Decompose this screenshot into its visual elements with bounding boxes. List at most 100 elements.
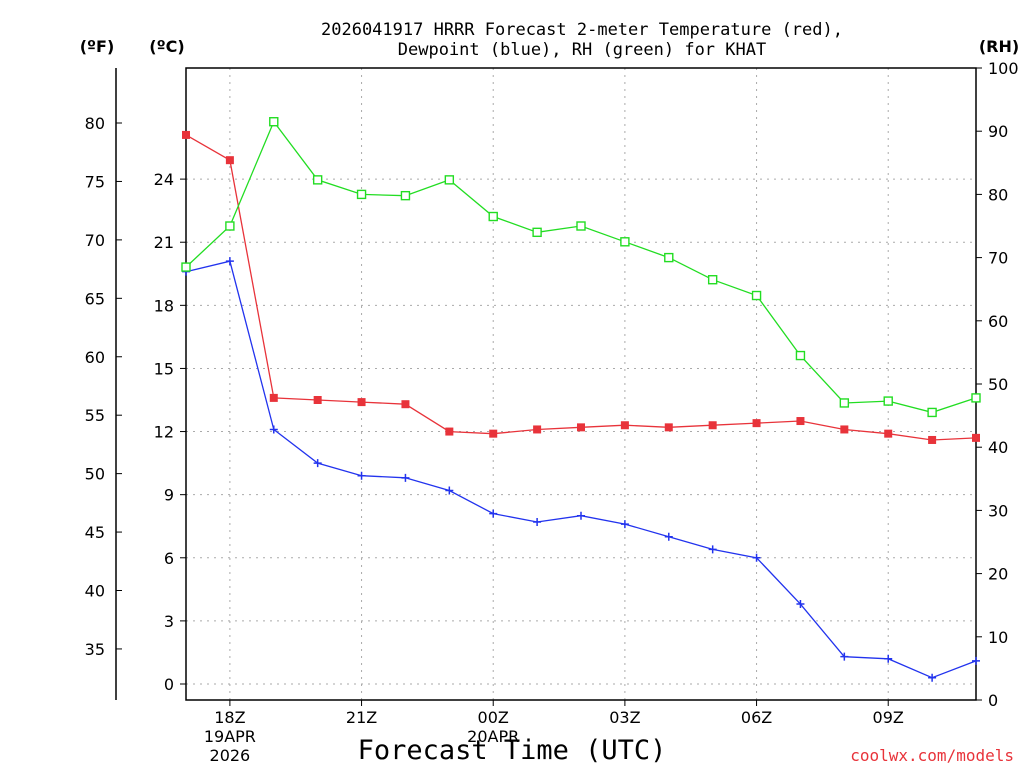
rh-point: [312, 175, 323, 185]
dewpoint-point: [840, 652, 849, 661]
celsius-tick-label: 21: [154, 233, 174, 252]
celsius-tick-label: 18: [154, 296, 174, 315]
dewpoint-point: [489, 509, 498, 518]
rh-tick-label: 50: [988, 375, 1008, 394]
rh-unit-label: (RH): [979, 37, 1019, 56]
fahrenheit-unit-label: (ºF): [80, 37, 115, 56]
2-meter-temperature-point: [664, 423, 673, 432]
x-tick-label: 09Z: [873, 708, 904, 727]
rh-tick-label: 40: [988, 438, 1008, 457]
x-tick-date-label: 20APR: [467, 727, 519, 746]
fahrenheit-tick-label: 55: [85, 406, 105, 425]
rh-tick-label: 100: [988, 59, 1019, 78]
rh-tick-label: 90: [988, 122, 1008, 141]
celsius-tick-label: 0: [164, 675, 174, 694]
2-meter-temperature-point: [445, 427, 454, 436]
dewpoint-point: [708, 545, 717, 554]
fahrenheit-tick-label: 60: [85, 348, 105, 367]
x-tick-date-label: 19APR: [204, 727, 256, 746]
rh-point: [707, 275, 718, 285]
dewpoint-point: [620, 520, 629, 529]
celsius-tick-label: 12: [154, 423, 174, 442]
fahrenheit-tick-label: 50: [85, 465, 105, 484]
2-meter-temperature-point: [796, 417, 805, 426]
2-meter-temperature-point: [533, 425, 542, 434]
2-meter-temperature-point: [972, 433, 980, 442]
x-tick-label: 18Z: [214, 708, 245, 727]
2-meter-temperature-point: [708, 421, 717, 430]
dewpoint-point: [928, 673, 937, 682]
rh-point: [400, 190, 411, 201]
x-tick-label: 03Z: [609, 708, 640, 727]
rh-point: [269, 117, 279, 127]
fahrenheit-tick-label: 40: [85, 582, 105, 601]
rh-tick-label: 60: [988, 312, 1008, 331]
series-layer: [181, 117, 981, 682]
rh-point: [488, 211, 498, 222]
x-tick-label: 06Z: [741, 708, 772, 727]
dewpoint-point: [269, 425, 278, 434]
2-meter-temperature-point: [357, 398, 366, 407]
rh-point: [795, 350, 806, 361]
rh-tick-label: 20: [988, 565, 1008, 584]
fahrenheit-tick-label: 65: [85, 289, 105, 308]
fahrenheit-tick-label: 70: [85, 231, 105, 250]
dewpoint-point: [796, 600, 805, 609]
rh-point: [225, 221, 235, 231]
dewpoint-point: [533, 518, 542, 527]
rh-tick-label: 30: [988, 501, 1008, 520]
dewpoint-point: [664, 532, 673, 541]
celsius-tick-label: 24: [154, 170, 174, 189]
grid: [186, 68, 976, 700]
dewpoint-point: [752, 553, 761, 562]
2-meter-temperature-point: [884, 429, 893, 438]
rh-point: [971, 393, 981, 403]
rh-point: [444, 175, 455, 185]
2-meter-temperature-point: [225, 156, 234, 165]
rh-point: [576, 221, 586, 231]
dewpoint-point: [445, 486, 454, 495]
rh-point: [356, 189, 367, 200]
rh-tick-label: 70: [988, 249, 1008, 268]
rh-point: [181, 262, 191, 272]
dewpoint-point: [577, 511, 585, 520]
dewpoint-point: [401, 473, 410, 482]
celsius-tick-label: 9: [164, 486, 174, 505]
credit-link[interactable]: coolwx.com/models: [850, 746, 1014, 765]
2-meter-temperature-point: [182, 130, 190, 139]
rh-point: [532, 227, 542, 238]
dewpoint-point: [884, 654, 893, 663]
rh-point: [839, 398, 850, 408]
2-meter-temperature-point: [928, 435, 937, 444]
celsius-tick-label: 6: [164, 549, 174, 568]
x-tick-label: 00Z: [478, 708, 509, 727]
celsius-tick-label: 15: [154, 359, 174, 378]
rh-tick-label: 0: [988, 691, 998, 710]
2-meter-temperature-point: [577, 423, 585, 432]
fahrenheit-tick-label: 45: [85, 523, 105, 542]
rh-point: [927, 407, 937, 418]
chart-title-line2: Dewpoint (blue), RH (green) for KHAT: [398, 40, 766, 60]
axes: 35 40 45 50 55 60 65 70 75 80 0 3 6 9 12 15 18 21 24 0 10 20 3…: [85, 59, 1019, 765]
rh-tick-label: 80: [988, 185, 1008, 204]
x-axis-title: Forecast Time (UTC): [358, 735, 667, 766]
x-tick-year-label: 2026: [210, 746, 251, 765]
dewpoint-point: [225, 257, 234, 266]
rh-point: [664, 252, 674, 263]
2-meter-temperature-point: [840, 425, 849, 434]
2-meter-temperature-point: [489, 429, 498, 438]
2-meter-temperature-point: [269, 393, 278, 402]
dewpoint-point: [357, 471, 366, 480]
celsius-unit-label: (ºC): [149, 37, 184, 56]
x-tick-label: 21Z: [346, 708, 377, 727]
dewpoint-point: [313, 459, 322, 468]
rh-point: [751, 290, 762, 301]
celsius-tick-label: 3: [164, 612, 174, 631]
2-meter-temperature-point: [313, 396, 322, 404]
fahrenheit-tick-label: 80: [85, 114, 105, 133]
fahrenheit-tick-label: 35: [85, 640, 105, 659]
fahrenheit-tick-label: 75: [85, 172, 105, 191]
2-meter-temperature-point: [620, 421, 629, 430]
